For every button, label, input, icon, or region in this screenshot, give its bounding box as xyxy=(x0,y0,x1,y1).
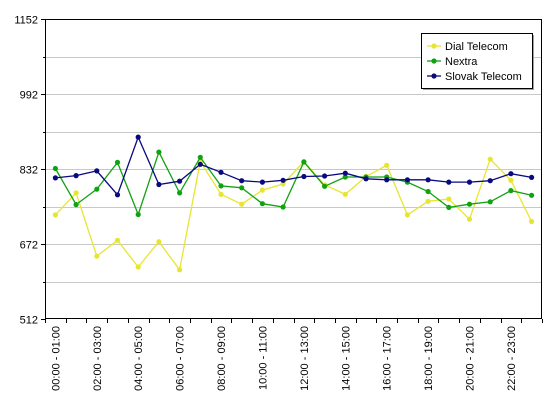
data-point xyxy=(363,176,369,182)
x-tick-label: 12:00 - 13:00 xyxy=(299,326,311,391)
data-point xyxy=(197,154,203,160)
data-point xyxy=(135,264,141,270)
data-point xyxy=(466,201,473,207)
data-point xyxy=(322,173,328,179)
data-point xyxy=(487,178,493,184)
x-tick-label: 06:00 - 07:00 xyxy=(175,326,187,391)
data-point xyxy=(177,190,183,196)
data-point xyxy=(446,179,452,185)
x-tick-label: 00:00 - 01:00 xyxy=(50,326,62,391)
data-point xyxy=(259,187,265,193)
data-point xyxy=(156,149,162,155)
legend-label: Slovak Telecom xyxy=(445,71,522,83)
data-point xyxy=(259,179,265,185)
data-point xyxy=(239,201,245,207)
data-point xyxy=(446,204,452,210)
data-point xyxy=(73,173,79,179)
data-point xyxy=(280,181,286,187)
data-point xyxy=(114,192,121,198)
data-point xyxy=(94,253,100,259)
data-point xyxy=(384,162,390,168)
data-point xyxy=(280,204,286,210)
legend-label: Dial Telecom xyxy=(445,41,508,53)
data-point xyxy=(177,178,183,184)
legend-swatch-marker xyxy=(431,73,437,79)
x-tick-label: 08:00 - 09:00 xyxy=(216,326,228,391)
data-point xyxy=(52,165,59,172)
data-point xyxy=(280,177,286,183)
data-point xyxy=(301,159,307,165)
data-point xyxy=(301,173,307,180)
x-tick-label: 16:00 - 17:00 xyxy=(382,326,394,391)
data-point xyxy=(94,168,100,174)
data-point xyxy=(425,177,431,183)
data-point xyxy=(73,190,79,196)
data-point xyxy=(508,171,514,177)
data-point xyxy=(487,156,493,162)
data-point xyxy=(425,198,431,204)
data-point xyxy=(218,183,224,189)
y-tick-label: 992 xyxy=(20,90,38,102)
data-point xyxy=(446,196,452,202)
data-point xyxy=(218,191,224,197)
data-point xyxy=(259,201,265,207)
x-tick-label: 10:00 - 11:00 xyxy=(257,326,269,390)
data-point xyxy=(156,239,162,245)
data-point xyxy=(466,179,473,185)
data-point xyxy=(73,202,79,208)
data-point xyxy=(384,177,390,183)
x-tick-label: 04:00 - 05:00 xyxy=(133,326,145,391)
data-point xyxy=(425,188,431,195)
data-point xyxy=(94,186,100,192)
legend-swatch-marker xyxy=(431,58,437,64)
data-point xyxy=(114,159,121,165)
y-tick-label: 672 xyxy=(20,240,38,252)
data-point xyxy=(322,183,328,189)
data-point xyxy=(239,185,245,191)
data-point xyxy=(52,175,59,181)
data-point xyxy=(342,174,348,180)
data-point xyxy=(508,177,514,183)
legend-label: Nextra xyxy=(445,56,478,68)
data-point xyxy=(52,212,59,218)
y-tick-label: 832 xyxy=(20,165,38,177)
x-tick-label: 22:00 - 23:00 xyxy=(506,326,518,391)
legend-swatch-marker xyxy=(431,43,437,49)
data-point xyxy=(466,216,473,222)
series-line-0 xyxy=(54,157,533,272)
data-point xyxy=(342,191,348,197)
data-point xyxy=(218,169,224,175)
plot-frame xyxy=(45,19,542,319)
data-point xyxy=(197,161,203,167)
data-point xyxy=(529,218,535,225)
data-point xyxy=(487,199,493,205)
series-line-1 xyxy=(54,150,532,217)
x-tick-label: 14:00 - 15:00 xyxy=(340,326,352,391)
data-point xyxy=(342,170,348,176)
x-tick-label: 18:00 - 19:00 xyxy=(423,326,435,391)
y-tick-label: 512 xyxy=(20,315,38,327)
x-tick-label: 02:00 - 03:00 xyxy=(92,326,104,391)
series-line-2 xyxy=(55,135,532,197)
x-tick-label: 20:00 - 21:00 xyxy=(465,326,477,391)
data-point xyxy=(239,178,245,184)
data-point xyxy=(156,181,162,188)
data-point xyxy=(135,211,141,218)
y-tick-label: 1152 xyxy=(14,15,38,27)
data-point xyxy=(404,177,410,183)
data-point xyxy=(404,212,410,218)
data-point xyxy=(529,192,535,198)
data-point xyxy=(135,134,141,140)
data-point xyxy=(529,174,535,180)
data-point xyxy=(177,267,183,273)
data-point xyxy=(114,237,121,243)
data-point xyxy=(508,188,514,194)
